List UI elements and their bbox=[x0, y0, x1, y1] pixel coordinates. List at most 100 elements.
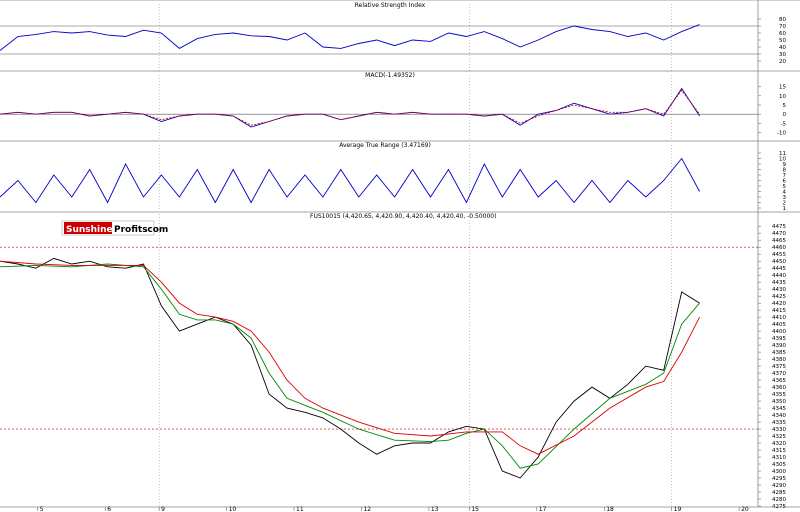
price-ytick-label-29: 4420 bbox=[772, 301, 786, 307]
logo-text-2: Profits bbox=[114, 225, 148, 235]
rsi-ytick-label-2: 40 bbox=[779, 45, 786, 51]
macd-ytick-label-0: -10 bbox=[777, 131, 786, 137]
price-ytick-label-15: 4350 bbox=[772, 399, 786, 405]
price-ytick-label-19: 4370 bbox=[772, 371, 786, 377]
x-tick-label-6: 13 bbox=[431, 506, 439, 512]
price-ytick-label-21: 4380 bbox=[772, 357, 786, 363]
rsi-ytick-label-5: 70 bbox=[779, 24, 786, 30]
x-tick-label-1: 6 bbox=[107, 506, 111, 512]
price-series-2-line bbox=[0, 260, 701, 455]
sunshine-profits-logo: Sunshine Profits .com bbox=[61, 220, 168, 236]
macd-ytick-label-4: 10 bbox=[779, 94, 786, 100]
price-ytick-label-36: 4455 bbox=[772, 252, 786, 258]
price-ytick-label-9: 4320 bbox=[772, 441, 786, 447]
price-ytick-label-8: 4315 bbox=[772, 448, 786, 454]
price-ytick-label-28: 4415 bbox=[772, 308, 786, 314]
price-ytick-label-20: 4375 bbox=[772, 364, 786, 370]
price-ytick-label-14: 4345 bbox=[772, 406, 786, 412]
price-series-0-line bbox=[0, 257, 700, 479]
price-ytick-label-2: 4285 bbox=[772, 490, 786, 496]
macd-ytick-label-5: 15 bbox=[779, 85, 786, 91]
price-ytick-label-18: 4365 bbox=[772, 378, 786, 384]
price-ytick-label-13: 4340 bbox=[772, 413, 786, 419]
rsi-ytick-label-4: 60 bbox=[779, 31, 786, 37]
price-pane: FUS10015 (4,420.65, 4,420.90, 4,420.40, … bbox=[0, 213, 786, 510]
price-ytick-label-37: 4460 bbox=[772, 245, 786, 251]
macd-title: MACD(-1.49352) bbox=[365, 72, 415, 79]
x-tick-label-8: 17 bbox=[539, 506, 547, 512]
logo-text-1: Sunshine bbox=[66, 225, 113, 235]
price-ytick-label-38: 4465 bbox=[772, 238, 786, 244]
price-ytick-label-12: 4335 bbox=[772, 420, 786, 426]
x-tick-label-4: 11 bbox=[296, 506, 304, 512]
x-tick-label-3: 10 bbox=[229, 506, 237, 512]
atr-ytick-label-5: 6 bbox=[783, 179, 787, 185]
price-ytick-label-31: 4430 bbox=[772, 287, 786, 293]
rsi-ytick-label-6: 80 bbox=[779, 17, 786, 23]
price-ytick-label-30: 4425 bbox=[772, 294, 786, 300]
price-ytick-label-1: 4280 bbox=[772, 497, 786, 503]
price-ytick-label-5: 4300 bbox=[772, 469, 786, 475]
x-tick-label-11: 20 bbox=[741, 506, 749, 512]
price-ytick-label-34: 4445 bbox=[772, 266, 786, 272]
logo-highlight bbox=[64, 222, 112, 234]
atr-ytick-label-7: 8 bbox=[783, 168, 787, 174]
atr-ytick-label-4: 5 bbox=[783, 184, 787, 190]
atr-ytick-label-10: 11 bbox=[779, 151, 786, 157]
price-ytick-label-27: 4410 bbox=[772, 315, 786, 321]
atr-ytick-label-2: 3 bbox=[783, 195, 787, 201]
price-ytick-label-35: 4450 bbox=[772, 259, 786, 265]
x-tick-label-0: 5 bbox=[40, 506, 44, 512]
price-ytick-label-6: 4305 bbox=[772, 462, 786, 468]
atr-ytick-label-0: 1 bbox=[783, 206, 787, 212]
price-ytick-label-23: 4390 bbox=[772, 343, 786, 349]
atr-ytick-label-3: 4 bbox=[783, 190, 787, 196]
price-ytick-label-26: 4405 bbox=[772, 322, 786, 328]
price-title: FUS10015 (4,420.65, 4,420.90, 4,420.40, … bbox=[310, 213, 496, 220]
price-ytick-label-3: 4290 bbox=[772, 483, 786, 489]
rsi-series-0-line bbox=[0, 24, 700, 51]
atr-pane: Average True Range (3.47169) 12345678910… bbox=[0, 142, 787, 212]
price-ytick-label-17: 4360 bbox=[772, 385, 786, 391]
price-ytick-label-24: 4395 bbox=[772, 336, 786, 342]
atr-ytick-label-1: 2 bbox=[783, 201, 787, 207]
x-tick-label-5: 12 bbox=[363, 506, 371, 512]
x-tick-label-10: 19 bbox=[674, 506, 682, 512]
price-series-1-line bbox=[0, 263, 700, 469]
price-ytick-label-16: 4355 bbox=[772, 392, 786, 398]
price-ytick-label-10: 4325 bbox=[772, 434, 786, 440]
price-ytick-label-7: 4310 bbox=[772, 455, 786, 461]
macd-series-1-line bbox=[0, 89, 700, 126]
price-ytick-label-4: 4295 bbox=[772, 476, 786, 482]
macd-ytick-label-1: -5 bbox=[781, 121, 787, 127]
rsi-ytick-label-3: 50 bbox=[779, 38, 786, 44]
price-ytick-label-22: 4385 bbox=[772, 350, 786, 356]
price-ytick-label-40: 4475 bbox=[772, 224, 786, 230]
price-ytick-label-11: 4330 bbox=[772, 427, 786, 433]
rsi-title: Relative Strength Index bbox=[355, 2, 426, 9]
rsi-ytick-label-0: 20 bbox=[779, 59, 786, 65]
price-ytick-label-33: 4440 bbox=[772, 273, 786, 279]
logo-text-3: .com bbox=[144, 225, 168, 235]
price-ytick-label-39: 4470 bbox=[772, 231, 786, 237]
atr-ytick-label-9: 10 bbox=[779, 157, 786, 163]
macd-ytick-label-3: 5 bbox=[783, 103, 787, 109]
atr-ytick-label-6: 7 bbox=[783, 173, 787, 179]
x-axis: 5 6 9 10 11 12 13 15 17 18 19 20 bbox=[37, 506, 749, 512]
macd-pane: MACD(-1.49352) -10 -5 0 5 10 15 bbox=[0, 72, 787, 141]
atr-ytick-label-8: 9 bbox=[783, 162, 787, 168]
atr-title: Average True Range (3.47169) bbox=[339, 142, 431, 149]
x-tick-label-9: 18 bbox=[606, 506, 614, 512]
rsi-ytick-label-1: 30 bbox=[779, 52, 786, 58]
price-ytick-label-25: 4400 bbox=[772, 329, 786, 335]
macd-ytick-label-2: 0 bbox=[783, 112, 787, 118]
price-ytick-label-32: 4435 bbox=[772, 280, 786, 286]
x-tick-label-2: 9 bbox=[161, 506, 165, 512]
x-tick-label-7: 15 bbox=[471, 506, 479, 512]
atr-series-0-line bbox=[0, 157, 700, 204]
